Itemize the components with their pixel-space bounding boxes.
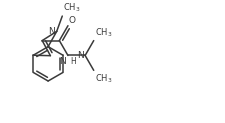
Text: CH$_3$: CH$_3$ [63, 2, 80, 14]
Text: N: N [77, 51, 84, 60]
Text: H: H [70, 57, 75, 66]
Text: N: N [48, 27, 54, 36]
Text: O: O [69, 16, 76, 25]
Text: CH$_3$: CH$_3$ [94, 72, 112, 85]
Text: CH$_3$: CH$_3$ [94, 26, 112, 39]
Text: N: N [59, 57, 66, 66]
